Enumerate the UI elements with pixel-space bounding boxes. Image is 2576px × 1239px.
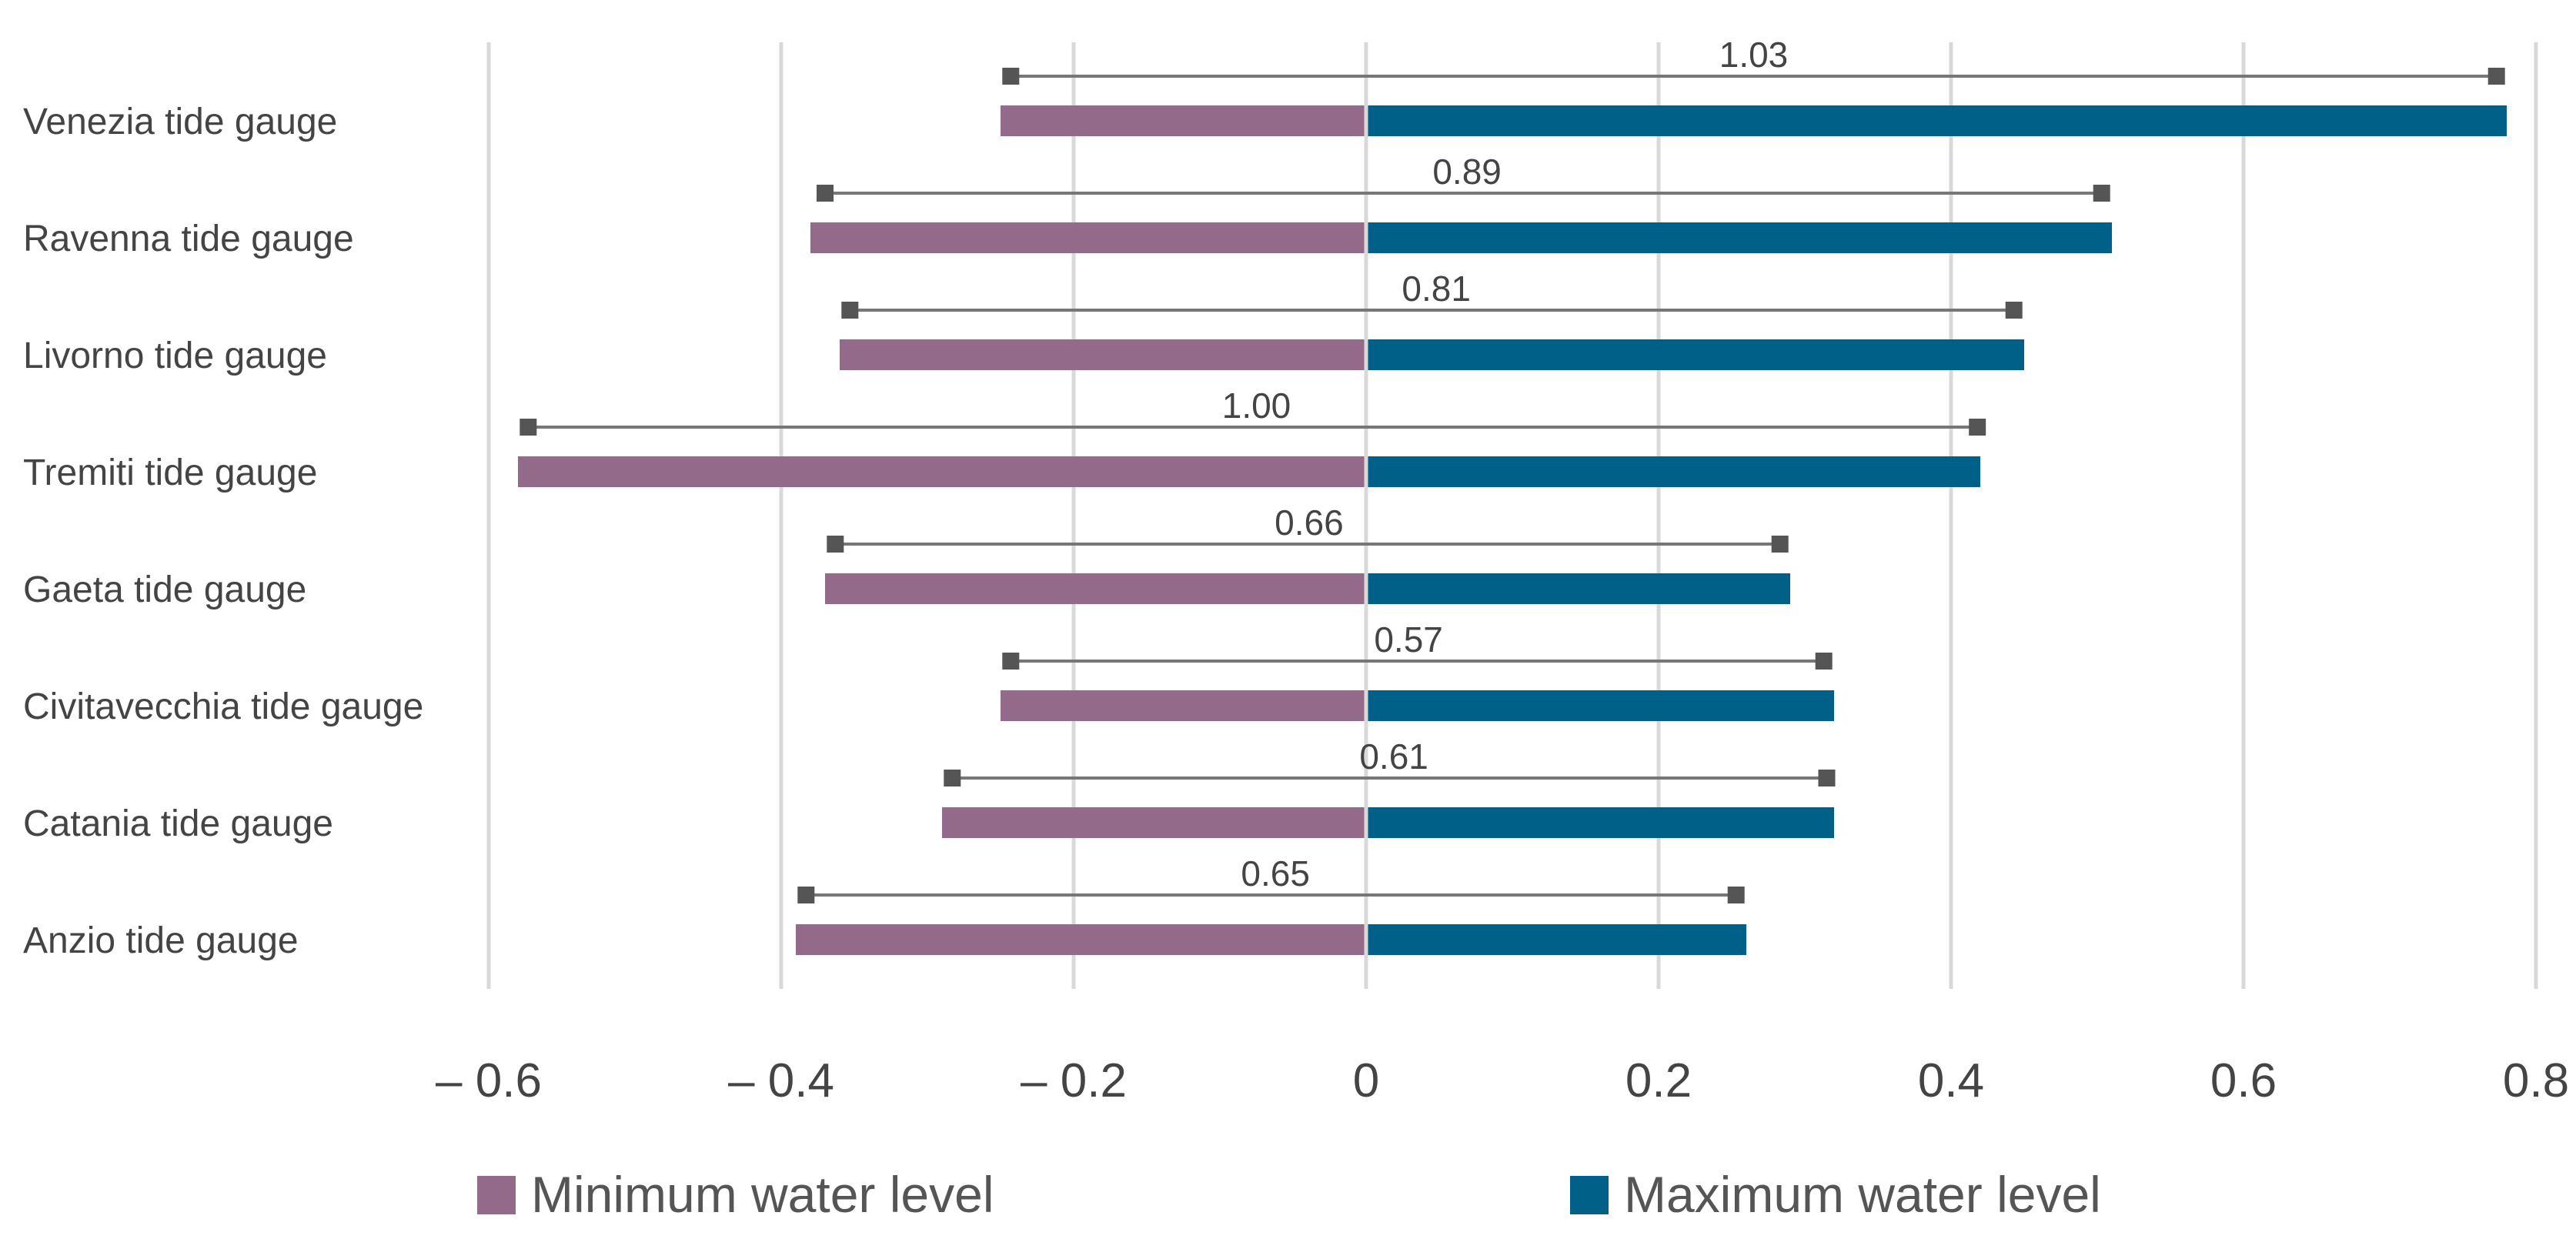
range-value-label: 1.00	[1222, 386, 1291, 426]
category-label: Livorno tide gauge	[23, 336, 327, 376]
max-water-level-bar	[1366, 105, 2507, 136]
range-value-label: 0.81	[1402, 269, 1471, 309]
category-labels: Venezia tide gauge Ravenna tide gauge Livo…	[23, 102, 423, 961]
max-water-level-bar	[1366, 807, 1834, 838]
x-tick-label: 0.2	[1625, 1054, 1692, 1107]
category-label: Venezia tide gauge	[23, 102, 337, 142]
range-marker-high	[1771, 536, 1789, 553]
legend-label: Minimum water level	[531, 1166, 994, 1223]
range-value-label: 0.65	[1241, 853, 1310, 893]
range-marker-high	[2005, 302, 2023, 319]
x-tick-label: 0.4	[1918, 1054, 1984, 1107]
min-water-level-bar	[810, 222, 1366, 253]
x-axis-tick-labels: – 0.6 – 0.4 – 0.2 0 0.2 0.4 0.6 0.8	[436, 1054, 2569, 1107]
category-label: Ravenna tide gauge	[23, 219, 354, 259]
min-water-level-bar	[1001, 690, 1366, 721]
min-water-level-bar	[518, 456, 1366, 487]
min-water-level-bar	[840, 339, 1366, 370]
bars	[518, 42, 2507, 989]
x-tick-label: 0	[1353, 1054, 1379, 1107]
category-label: Catania tide gauge	[23, 803, 333, 844]
category-label: Tremiti tide gauge	[23, 453, 317, 493]
min-water-level-bar	[1001, 105, 1366, 136]
x-tick-label: 0.8	[2503, 1054, 2569, 1107]
range-value-label: 0.66	[1275, 503, 1344, 543]
gridlines	[486, 42, 2538, 989]
range-marker-high	[1969, 419, 1986, 436]
legend-swatch	[1570, 1176, 1609, 1214]
max-water-level-bar	[1366, 690, 1834, 721]
min-water-level-bar	[942, 807, 1366, 838]
max-water-level-bar	[1366, 222, 2112, 253]
max-water-level-bar	[1366, 573, 1790, 604]
range-value-label: 0.89	[1432, 152, 1502, 192]
x-tick-label: – 0.6	[436, 1054, 542, 1107]
range-marker-low	[1002, 653, 1020, 670]
range-whiskers: 1.03 0.89 0.81 1.00 0.66 0.57 0.61 0.65	[520, 35, 2505, 903]
range-marker-low	[827, 536, 844, 553]
x-tick-label: 0.6	[2210, 1054, 2277, 1107]
legend-swatch	[477, 1176, 516, 1214]
range-value-label: 1.03	[1719, 35, 1789, 75]
category-label: Civitavecchia tide gauge	[23, 686, 423, 727]
legend-label: Maximum water level	[1624, 1166, 2101, 1223]
max-water-level-bar	[1366, 339, 2024, 370]
x-tick-label: – 0.2	[1021, 1054, 1127, 1107]
range-marker-low	[841, 302, 859, 319]
min-water-level-bar	[796, 924, 1366, 955]
range-marker-low	[1002, 68, 1020, 85]
x-tick-label: – 0.4	[728, 1054, 834, 1107]
range-marker-high	[2487, 68, 2505, 85]
range-marker-low	[520, 419, 537, 436]
category-label: Anzio tide gauge	[23, 920, 299, 961]
max-water-level-bar	[1366, 456, 1980, 487]
category-label: Gaeta tide gauge	[23, 569, 306, 610]
range-marker-high	[1815, 653, 1833, 670]
range-marker-high	[2093, 185, 2110, 202]
range-marker-low	[817, 185, 834, 202]
min-water-level-bar	[825, 573, 1366, 604]
range-marker-low	[944, 770, 961, 786]
legend: Minimum water level Maximum water level	[477, 1166, 2101, 1223]
range-marker-low	[797, 887, 815, 903]
range-value-label: 0.61	[1359, 736, 1428, 776]
range-marker-high	[1727, 887, 1745, 903]
range-marker-high	[1818, 770, 1836, 786]
range-value-label: 0.57	[1374, 620, 1443, 660]
max-water-level-bar	[1366, 924, 1746, 955]
